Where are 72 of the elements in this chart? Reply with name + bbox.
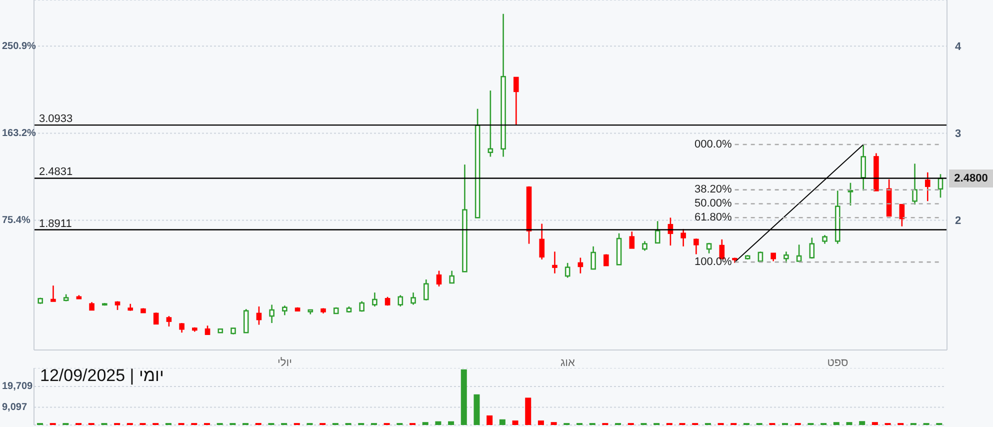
annotation: 61.80% [694, 212, 732, 224]
candlestick [680, 228, 686, 248]
candlestick [564, 262, 570, 278]
candlestick [784, 250, 789, 264]
candlestick [539, 223, 545, 260]
candlestick [243, 308, 249, 334]
candlestick [398, 294, 404, 308]
candlestick [449, 270, 454, 284]
bar [833, 422, 840, 425]
y-tick-label: 4 [955, 41, 962, 54]
annotation: 000.0% [694, 138, 732, 150]
bar [486, 415, 493, 425]
x-tick-label: ספט [827, 356, 848, 369]
candlestick [912, 163, 918, 206]
bar [448, 421, 454, 425]
candlestick [166, 315, 172, 328]
bar [474, 394, 480, 425]
candlestick [860, 144, 866, 192]
candlestick [590, 246, 596, 270]
bar [846, 422, 852, 425]
bar [550, 422, 557, 425]
candlestick [269, 304, 274, 324]
candlestick [410, 292, 416, 306]
candlestick [436, 270, 442, 288]
candlestick [50, 284, 56, 302]
y-tick-label: 3 [955, 128, 962, 140]
candlestick [924, 172, 930, 202]
ref-line-label: 2.4831 [39, 166, 73, 178]
bar [872, 422, 878, 425]
candlestick [423, 278, 429, 302]
candlestick [282, 304, 288, 316]
bar [422, 422, 428, 425]
annotation: 50.00% [694, 198, 732, 210]
candlestick [758, 250, 764, 262]
candlestick [654, 220, 660, 244]
bar [460, 369, 467, 425]
candlestick [513, 76, 519, 126]
candlestick [552, 250, 558, 274]
y2-tick-label: 75.4% [2, 214, 30, 226]
y2-tick-label: 250.9% [2, 40, 36, 52]
y-tick-label: 19,709 [2, 381, 34, 392]
x-tick-label: אוג [560, 356, 575, 369]
candlestick [604, 254, 609, 266]
bar [538, 420, 544, 425]
candlestick [809, 237, 815, 260]
annotation: 2.4800 [954, 172, 988, 184]
bar [499, 419, 506, 425]
candlestick [796, 244, 802, 262]
ref-line-label: 3.0933 [39, 113, 73, 126]
annotation: 38.20% [694, 184, 732, 196]
annotation: 100.0% [694, 256, 732, 268]
chart-title: 12/09/2025 | יומי [40, 366, 164, 386]
y-tick-label: 9,097 [2, 402, 28, 413]
y2-tick-label: 163.2% [2, 128, 36, 139]
candlestick [488, 90, 494, 158]
candlestick [256, 306, 262, 326]
candlestick [848, 182, 854, 206]
candlestick [179, 322, 184, 334]
bar [435, 421, 442, 425]
candlestick [694, 238, 699, 255]
bar [525, 398, 532, 425]
y-tick-label: 2 [955, 215, 962, 228]
bar [859, 421, 866, 425]
bar [512, 420, 518, 425]
candlestick [372, 292, 378, 308]
candlestick [899, 204, 905, 228]
candlestick [153, 312, 159, 325]
candlestick [642, 240, 648, 252]
x-tick-label: יולי [278, 356, 292, 369]
candlestick [578, 257, 584, 274]
candlestick [629, 230, 635, 249]
ref-line-label: 1.8911 [39, 218, 72, 230]
